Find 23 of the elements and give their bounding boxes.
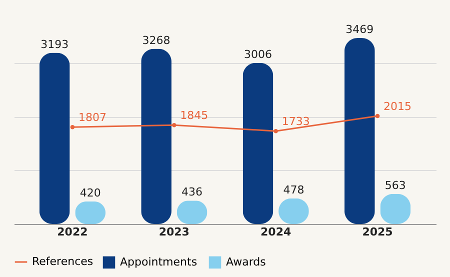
data-label: 1845	[180, 109, 208, 122]
bar	[39, 52, 70, 224]
x-tick-label: 2023	[158, 226, 190, 238]
data-label: 436	[182, 186, 203, 199]
x-tick-label: 2022	[57, 226, 88, 238]
data-label: 2015	[384, 100, 412, 113]
legend-label: Awards	[226, 255, 266, 268]
data-label: 420	[80, 186, 101, 200]
x-tick-label: 2024	[260, 226, 292, 238]
data-label: 1733	[282, 115, 310, 128]
data-label: 1807	[78, 111, 106, 124]
data-label: 3469	[346, 23, 374, 36]
x-tick-label: 2025	[362, 226, 393, 238]
data-label: 563	[384, 178, 406, 192]
data-label: 478	[283, 183, 304, 196]
data-label: 3193	[40, 38, 69, 51]
bar	[141, 48, 172, 224]
data-label: 3006	[244, 48, 272, 61]
legend-label: Appointments	[120, 255, 198, 268]
bar	[344, 38, 375, 224]
data-label: 3268	[142, 34, 170, 47]
bar	[242, 62, 274, 224]
legend-label: References	[32, 255, 94, 268]
